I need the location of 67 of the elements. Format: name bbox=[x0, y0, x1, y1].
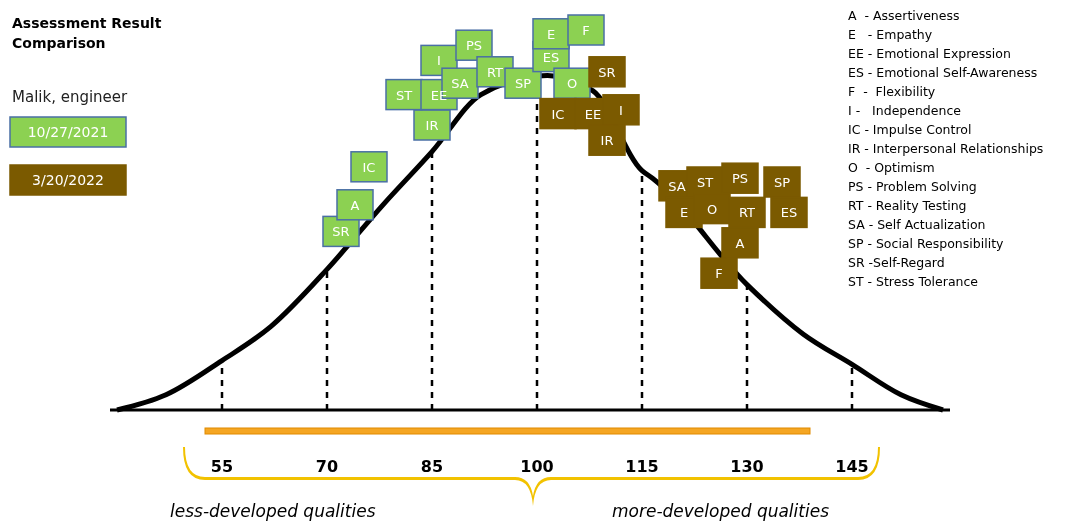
annotation: PS - Problem Solving bbox=[848, 179, 977, 194]
annotation: SP bbox=[514, 76, 532, 92]
annotation: ST - Stress Tolerance bbox=[848, 274, 979, 289]
x-tick-label: 55 bbox=[210, 457, 234, 476]
text: more-developed qualities bbox=[612, 501, 830, 521]
point bbox=[567, 14, 605, 46]
annotation: F bbox=[582, 23, 590, 38]
annotation: RT - Reality Testing bbox=[848, 198, 967, 213]
annotation: RT bbox=[486, 64, 504, 80]
x-tick-label: 145 bbox=[835, 457, 869, 476]
annotation: ES bbox=[542, 49, 560, 65]
x-tick-label: 130 bbox=[730, 457, 764, 476]
annotation: EE bbox=[430, 87, 448, 103]
point bbox=[721, 227, 759, 259]
annotation: ST bbox=[696, 175, 714, 190]
annotation: SR bbox=[598, 64, 616, 80]
annotation: O bbox=[566, 76, 578, 92]
annotation: A bbox=[735, 235, 745, 251]
annotation: SP - Social Responsibility bbox=[848, 236, 1005, 251]
x-tick-label: 70 bbox=[315, 457, 339, 476]
annotation: PS bbox=[731, 171, 749, 187]
annotation: A bbox=[350, 197, 360, 213]
annotation: I bbox=[619, 102, 623, 118]
annotation: F bbox=[715, 266, 723, 282]
annotation: O bbox=[706, 201, 718, 217]
point bbox=[553, 67, 591, 99]
annotation: EE - Emotional Expression bbox=[848, 46, 1011, 61]
text: Malik, engineer bbox=[12, 88, 129, 106]
annotation: SR bbox=[332, 224, 350, 240]
annotation: IC - Impulse Control bbox=[848, 122, 972, 137]
annotation: PS bbox=[465, 38, 483, 54]
annotation: I bbox=[437, 53, 441, 69]
text: A - Assertiveness bbox=[848, 8, 960, 23]
point bbox=[336, 189, 374, 221]
annotation: SA bbox=[451, 76, 469, 92]
x-tick-label: 115 bbox=[625, 457, 659, 476]
point bbox=[588, 124, 626, 156]
annotation: SA - Self Actualization bbox=[848, 217, 986, 232]
point bbox=[532, 18, 570, 50]
annotation: IR - Interpersonal Relationships bbox=[848, 141, 1044, 156]
annotation: E bbox=[546, 26, 556, 42]
annotation: IR bbox=[425, 118, 439, 133]
text: 3/20/2022 bbox=[32, 172, 104, 188]
point bbox=[413, 109, 451, 141]
annotation: SA bbox=[668, 178, 686, 194]
annotation: I - Independence bbox=[848, 103, 962, 118]
annotation: ST bbox=[395, 87, 413, 103]
chart-title: Assessment Result Comparison bbox=[12, 15, 162, 51]
annotation: E - Empathy bbox=[848, 27, 933, 42]
annotation: O - Optimism bbox=[848, 160, 935, 175]
point bbox=[700, 257, 738, 289]
annotation: EE bbox=[584, 106, 602, 122]
text: 10/27/2021 bbox=[27, 124, 109, 140]
annotation: IC bbox=[551, 106, 565, 122]
annotation: SR -Self-Regard bbox=[848, 255, 945, 270]
annotation: F - Flexibility bbox=[848, 84, 936, 99]
x-tick-label: 85 bbox=[420, 457, 444, 476]
point bbox=[350, 151, 388, 183]
annotation: ES - Emotional Self-Awareness bbox=[848, 65, 1038, 80]
text: less-developed qualities bbox=[170, 501, 376, 521]
annotation: IR bbox=[600, 133, 614, 149]
annotation: RT bbox=[738, 205, 756, 221]
annotation: SP bbox=[773, 175, 791, 190]
annotation: E bbox=[679, 205, 689, 221]
annotation: IC bbox=[362, 159, 376, 175]
annotation: ES bbox=[780, 205, 798, 221]
x-tick-label: 100 bbox=[520, 457, 554, 476]
